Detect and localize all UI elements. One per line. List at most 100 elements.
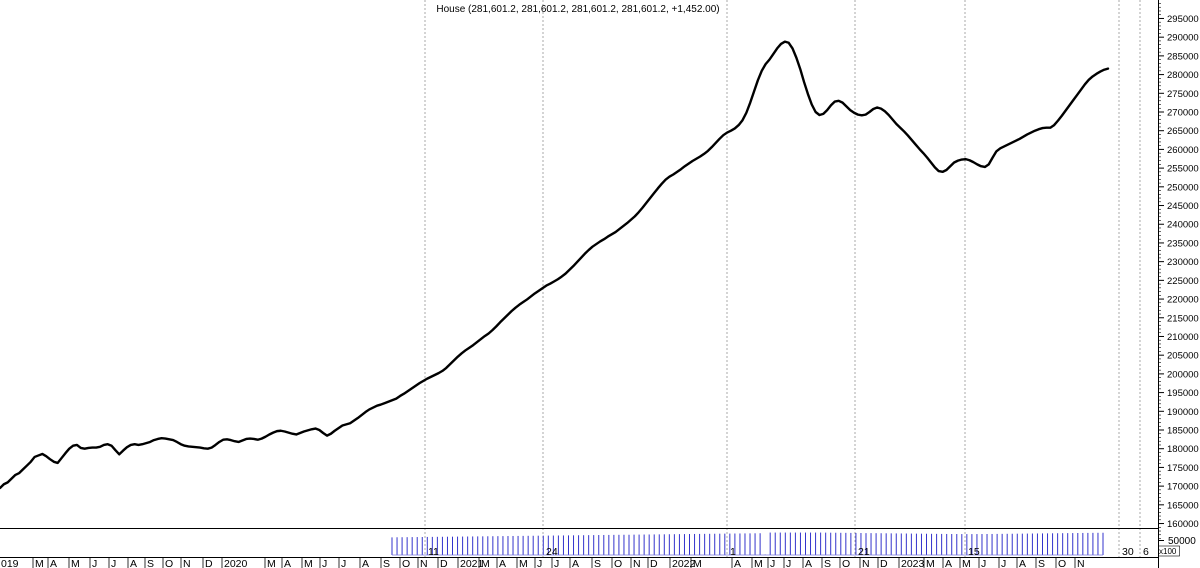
y-tick-label: 175000 (1167, 463, 1199, 474)
x-tick-label: 2022 (672, 558, 696, 568)
y-tick-label: 285000 (1167, 51, 1199, 62)
price-panel[interactable] (0, 40, 1110, 490)
x-tick-label: J (341, 558, 346, 568)
x-tick-label: N (862, 558, 870, 568)
x-tick-label: J (111, 558, 116, 568)
y-axis: 160000 165000 170000 175000 180000 185000 1900… (1158, 3, 1199, 557)
x-tick-label: A (50, 558, 57, 568)
x-tick-label: D (880, 558, 888, 568)
y-tick-label: 230000 (1167, 257, 1199, 268)
y-tick-label: 180000 (1167, 444, 1199, 455)
y-tick-label: 170000 (1167, 482, 1199, 493)
x-tick-label: J (92, 558, 97, 568)
x-tick-label: J (554, 558, 559, 568)
x-tick-label: J (1001, 558, 1006, 568)
x-tick-label: M (35, 558, 44, 568)
chart-title: House (281,601.2, 281,601.2, 281,601.2, … (436, 4, 719, 15)
y-tick-label: 270000 (1167, 107, 1199, 118)
date-marker-label: 15 (968, 546, 980, 558)
x-tick-label: J (770, 558, 775, 568)
chart-frame (0, 0, 1159, 568)
x-tick-label: D (205, 558, 213, 568)
y-tick-label: 190000 (1167, 407, 1199, 418)
y-tick-label: 265000 (1167, 126, 1199, 137)
date-markers: 11 24 1 21 15 30 6 (428, 546, 1149, 558)
x-tick-label: A (572, 558, 579, 568)
y-tick-label: 280000 (1167, 70, 1199, 81)
x-tick-label: A (805, 558, 812, 568)
y-tick-label: 250000 (1167, 182, 1199, 193)
y-tick-label: 215000 (1167, 313, 1199, 324)
y-tick-label: 295000 (1167, 14, 1199, 25)
x-tick-label: S (594, 558, 601, 568)
x-tick-label: O (165, 558, 173, 568)
date-marker-label: 24 (546, 546, 558, 558)
x-tick-label: A (945, 558, 952, 568)
date-marker-label: 1 (730, 546, 736, 558)
y-tick-label: 220000 (1167, 295, 1199, 306)
x-tick-label: O (614, 558, 622, 568)
x-tick-label: A (1019, 558, 1026, 568)
date-marker-label: 30 (1122, 546, 1134, 558)
y-tick-label: 235000 (1167, 238, 1199, 249)
x-tick-label: J (322, 558, 327, 568)
date-marker-label: 6 (1143, 546, 1149, 558)
volume-tick-label: 50000 (1168, 536, 1196, 547)
x-tick-label: A (284, 558, 291, 568)
x-tick-label: J (786, 558, 791, 568)
volume-unit-box (1158, 545, 1180, 557)
y-tick-label: 210000 (1167, 332, 1199, 343)
y-tick-label: 195000 (1167, 388, 1199, 399)
x-tick-label: O (1058, 558, 1066, 568)
x-tick-label: N (420, 558, 428, 568)
y-tick-label: 240000 (1167, 220, 1199, 231)
x-tick-label: D (440, 558, 448, 568)
x-tick-label: J (981, 558, 986, 568)
x-tick-label: D (650, 558, 658, 568)
y-tick-label: 245000 (1167, 201, 1199, 212)
y-tick-label: 185000 (1167, 426, 1199, 437)
x-tick-label: M (267, 558, 276, 568)
y-tick-label: 260000 (1167, 145, 1199, 156)
x-tick-label: J (537, 558, 542, 568)
x-tick-label: 2020 (224, 558, 248, 568)
x-tick-label: N (183, 558, 191, 568)
y-tick-label: 160000 (1167, 519, 1199, 530)
volume-panel (391, 532, 1104, 556)
x-tick-label: A (499, 558, 506, 568)
y-tick-label: 225000 (1167, 276, 1199, 287)
x-tick-label: A (362, 558, 369, 568)
x-tick-label: M (693, 558, 702, 568)
x-tick-label: M (71, 558, 80, 568)
y-tick-label: 165000 (1167, 500, 1199, 511)
price-series-line[interactable] (0, 40, 1110, 490)
date-marker-label: 11 (428, 546, 439, 558)
x-tick-label: O (842, 558, 850, 568)
x-tick-label: M (519, 558, 528, 568)
y-tick-label: 255000 (1167, 164, 1199, 175)
x-tick-label: N (633, 558, 641, 568)
x-tick-label: M (962, 558, 971, 568)
y-tick-label: 275000 (1167, 89, 1199, 100)
vertical-gridlines (424, 0, 1141, 557)
y-tick-label: 290000 (1167, 33, 1199, 44)
x-tick-label: N (1077, 558, 1085, 568)
x-tick-label: S (1038, 558, 1045, 568)
x-tick-label: 019 (1, 558, 19, 568)
x-tick-label: O (402, 558, 410, 568)
x-tick-label: M (304, 558, 313, 568)
x-tick-label: 2023 (901, 558, 925, 568)
y-tick-label: 200000 (1167, 369, 1199, 380)
x-tick-label: S (824, 558, 831, 568)
x-tick-label: A (130, 558, 137, 568)
x-tick-label: S (147, 558, 154, 568)
x-tick-label: M (754, 558, 763, 568)
date-marker-label: 21 (858, 546, 870, 558)
x-tick-label: A (734, 558, 741, 568)
y-tick-label: 205000 (1167, 351, 1199, 362)
x-tick-label: M (481, 558, 490, 568)
x-tick-label: 2021 (460, 558, 484, 568)
x-tick-label: S (383, 558, 390, 568)
